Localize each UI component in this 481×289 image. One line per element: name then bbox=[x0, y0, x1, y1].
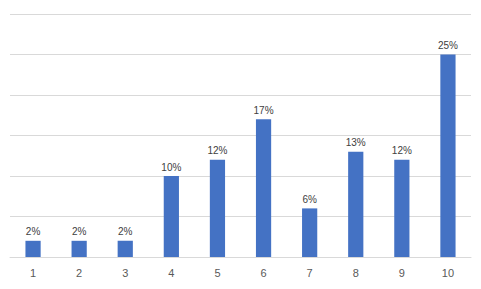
svg-text:25%: 25% bbox=[438, 40, 458, 51]
svg-text:12%: 12% bbox=[207, 145, 227, 156]
svg-text:2%: 2% bbox=[118, 226, 133, 237]
svg-text:8: 8 bbox=[353, 267, 359, 279]
svg-text:10: 10 bbox=[442, 267, 454, 279]
svg-text:2: 2 bbox=[76, 267, 82, 279]
svg-text:10%: 10% bbox=[161, 162, 181, 173]
svg-text:2%: 2% bbox=[26, 226, 41, 237]
svg-text:13%: 13% bbox=[346, 137, 366, 148]
svg-text:12%: 12% bbox=[392, 145, 412, 156]
svg-text:1: 1 bbox=[30, 267, 36, 279]
svg-text:7: 7 bbox=[307, 267, 313, 279]
svg-text:17%: 17% bbox=[254, 105, 274, 116]
svg-text:2%: 2% bbox=[72, 226, 87, 237]
svg-text:4: 4 bbox=[168, 267, 174, 279]
svg-text:5: 5 bbox=[214, 267, 220, 279]
svg-text:3: 3 bbox=[122, 267, 128, 279]
svg-text:6%: 6% bbox=[302, 194, 317, 205]
svg-text:6: 6 bbox=[260, 267, 266, 279]
svg-text:9: 9 bbox=[399, 267, 405, 279]
